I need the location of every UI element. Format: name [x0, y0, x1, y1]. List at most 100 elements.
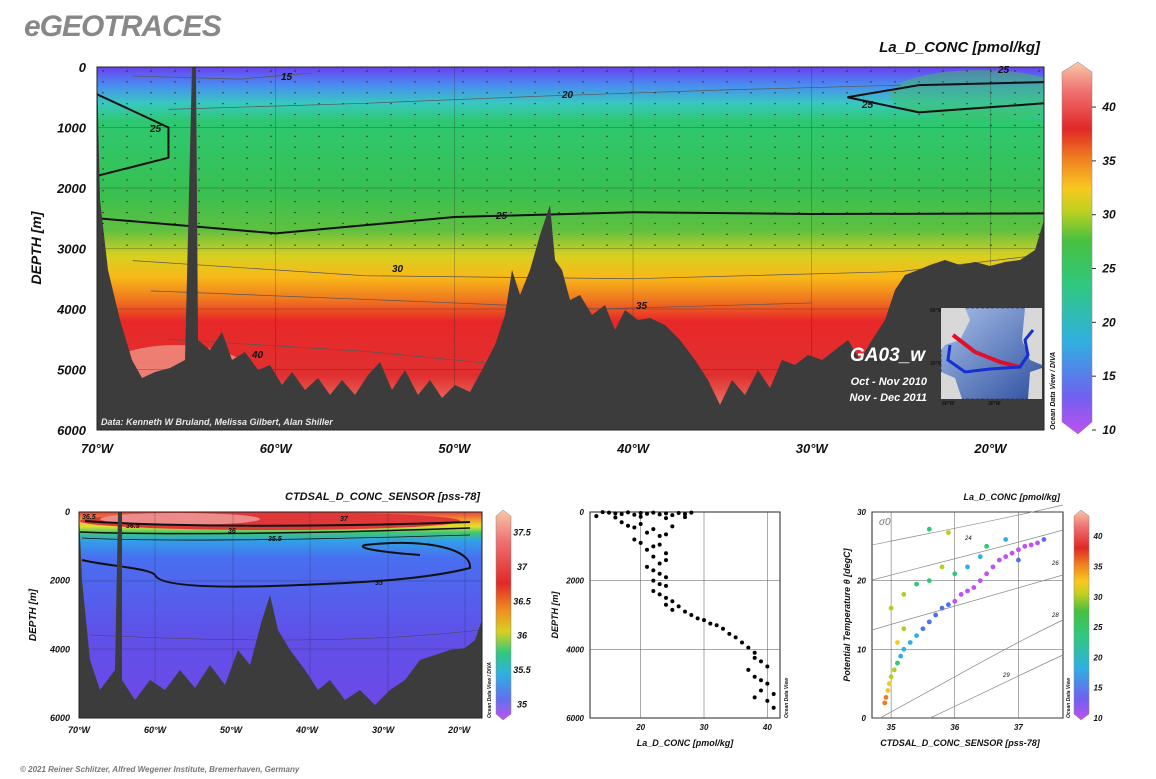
scatter-point	[657, 542, 662, 547]
ts-point	[907, 640, 913, 645]
contour-40	[168, 338, 491, 364]
colorbar-tick: 25	[1101, 262, 1116, 276]
scatter-point	[645, 564, 649, 569]
ts-point	[977, 578, 983, 584]
scatter-point	[695, 616, 700, 621]
ts-ylabel: Potential Temperature θ [degC]	[842, 547, 852, 681]
scatter-point	[657, 534, 662, 539]
ts-point	[984, 571, 989, 577]
scatter-point	[752, 650, 757, 655]
map-lon-label-60w: 60°W	[942, 401, 956, 407]
ts-point	[939, 564, 945, 570]
sal-contour-label-e: 35.5	[268, 536, 282, 543]
ts-point	[984, 543, 989, 549]
scatter-y-tick: 6000	[566, 714, 584, 723]
ts-colorbar-tick: 10	[1094, 714, 1103, 723]
ts-point	[952, 571, 958, 577]
scatter-point	[638, 540, 643, 545]
scatter-point	[619, 512, 624, 517]
scatter-y-tick: 0	[580, 508, 585, 517]
ts-x-tick: 36	[950, 723, 959, 732]
copyright-credit: © 2021 Reiner Schlitzer, Alfred Wegener …	[20, 765, 300, 774]
ts-diagram-plot: 24 26 28 29 σ0 0 10 20 30 35 36 37 Potential …	[842, 492, 1103, 748]
ts-point	[888, 605, 894, 611]
main-x-tick: 40°W	[616, 441, 651, 456]
isopycnal-label-24: 24	[964, 536, 972, 542]
map-lat-label-30n: 30°N	[930, 361, 942, 367]
ts-point	[888, 674, 894, 680]
sal-colorbar-tick: 36.5	[513, 596, 532, 606]
ts-watermark: Ocean Data View	[1066, 677, 1072, 718]
ts-point	[958, 592, 964, 597]
sal-watermark: Ocean Data View / DIVA	[487, 662, 493, 718]
contour-label-25-a: 25	[149, 124, 162, 135]
contour-25	[847, 81, 1044, 114]
scatter-point	[613, 515, 618, 520]
ts-point	[1041, 537, 1047, 542]
scatter-x-tick: 20	[635, 723, 645, 732]
scatter-point	[600, 510, 605, 515]
ts-point	[939, 605, 945, 611]
scatter-point	[651, 510, 656, 515]
sal-x-tick: 70°W	[68, 725, 92, 735]
sal-title: CTDSAL_D_CONC_SENSOR [pss-78]	[285, 491, 480, 503]
cruise-name: GA03_w	[850, 345, 926, 366]
main-y-tick: 1000	[57, 121, 87, 136]
sal-y-tick: 2000	[49, 576, 70, 586]
scatter-point	[683, 515, 687, 520]
scatter-point	[676, 604, 681, 609]
ts-point	[1016, 547, 1021, 553]
cruise-date-1: Oct - Nov 2010	[851, 376, 928, 388]
scatter-point	[657, 561, 662, 566]
sal-contour-label-c: 37	[340, 516, 349, 523]
sal-ylabel: DEPTH [m]	[28, 588, 39, 641]
main-y-tick: 5000	[57, 363, 87, 378]
scatter-point	[670, 513, 675, 518]
ts-point	[895, 640, 900, 645]
colorbar-tick: 35	[1102, 154, 1116, 168]
colorbar-tick: 10	[1102, 423, 1116, 437]
ts-point	[996, 557, 1002, 563]
scatter-point	[714, 623, 719, 628]
scatter-point	[740, 640, 744, 645]
scatter-point	[657, 512, 662, 517]
sal-y-tick: 0	[65, 507, 70, 517]
colorbar-tick: 20	[1101, 315, 1116, 329]
scatter-point	[626, 523, 630, 528]
ts-point	[926, 526, 932, 532]
scatter-point	[765, 664, 770, 669]
ts-point	[901, 646, 907, 652]
contour-25	[97, 93, 170, 177]
ts-point	[952, 598, 958, 604]
salinity-section-plot: 36.5 36.5 37 36 35.5 35 CTDSAL_D_CONC_SE…	[28, 491, 532, 735]
ts-colorbar-tick: 20	[1093, 653, 1103, 662]
colorbar-tick: 15	[1102, 369, 1116, 383]
scatter-point	[664, 575, 668, 580]
ts-point	[977, 554, 983, 560]
ts-point	[895, 660, 900, 666]
scatter-point	[721, 626, 725, 631]
ts-point	[914, 581, 919, 587]
sal-y-tick: 4000	[49, 644, 70, 654]
sal-y-tick: 6000	[50, 713, 70, 723]
ts-xlabel: CTDSAL_D_CONC_SENSOR [pss-78]	[880, 738, 1041, 748]
contour-label-25-b: 25	[495, 211, 508, 222]
main-x-tick: 50°W	[438, 441, 472, 456]
scatter-point	[651, 527, 656, 532]
map-lat-label-60n: 60°N	[930, 308, 942, 314]
scatter-point	[670, 607, 675, 612]
isopycnal-label-26: 26	[1051, 561, 1059, 567]
scatter-y-tick: 4000	[565, 645, 584, 654]
scatter-point	[670, 599, 675, 604]
sal-x-tick: 50°W	[220, 725, 244, 735]
scatter-point	[664, 602, 668, 607]
sigma-symbol: σ0	[879, 517, 891, 528]
scatter-point	[664, 558, 668, 563]
scatter-point	[645, 547, 649, 552]
main-x-tick: 60°W	[260, 441, 294, 456]
scatter-y-tick: 2000	[565, 577, 584, 586]
ts-point	[965, 588, 970, 594]
ts-colorbar-tick: 30	[1094, 593, 1103, 602]
ts-y-tick: 30	[857, 508, 866, 517]
ts-point	[971, 585, 977, 590]
